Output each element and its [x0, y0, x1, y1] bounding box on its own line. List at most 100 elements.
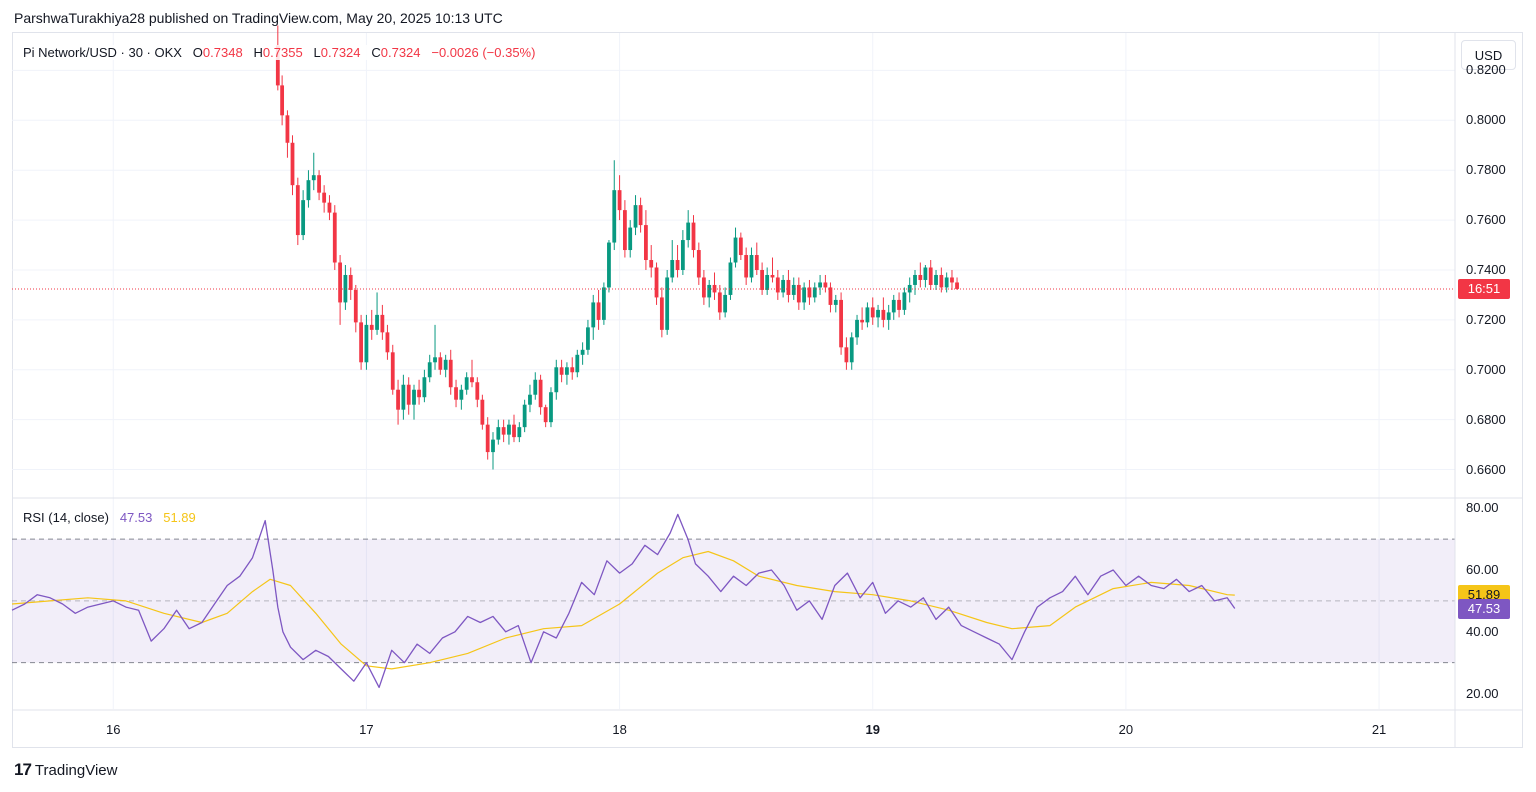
candle-body	[275, 45, 280, 86]
candle-body	[723, 294, 728, 313]
candle-body	[533, 379, 538, 395]
rsi-lines-layer	[11, 513, 1236, 689]
price-tick-label: 0.7600	[1466, 212, 1506, 228]
candle-body	[876, 309, 880, 318]
candle-body	[955, 282, 959, 289]
candle-body	[628, 227, 633, 251]
price-tick-label: 0.8000	[1466, 112, 1506, 128]
candle-body	[375, 314, 379, 330]
tradingview-logo[interactable]: 17 TradingView	[14, 760, 117, 780]
candle-body	[412, 389, 416, 405]
candle-body	[686, 222, 691, 241]
candle-body	[818, 282, 822, 288]
candle-body	[665, 277, 670, 330]
candle-body	[422, 377, 427, 398]
candle-body	[870, 307, 875, 318]
candle-body	[485, 424, 490, 453]
chart-frame[interactable]	[12, 32, 1523, 748]
candle-body	[612, 190, 617, 243]
rsi-label: RSI (14, close)	[23, 510, 109, 525]
candle-body	[849, 337, 854, 363]
candle-body	[770, 274, 775, 278]
candle-body	[475, 382, 480, 400]
candle-body	[311, 175, 316, 181]
candle-body	[554, 367, 559, 393]
rsi-tick-label: 20.00	[1466, 685, 1499, 701]
candle-body	[775, 277, 780, 293]
rsi-legend: RSI (14, close) 47.53 51.89	[23, 510, 196, 525]
rsi-series-line	[11, 513, 1236, 689]
rsi-value: 47.53	[119, 510, 153, 525]
candle-body	[417, 389, 421, 398]
candle-body	[934, 274, 938, 285]
candle-body	[290, 142, 295, 186]
candle-body	[501, 427, 506, 435]
candle-body	[327, 202, 332, 213]
candle-body	[338, 262, 342, 303]
candle-body	[939, 274, 944, 288]
candle-body	[670, 260, 675, 278]
candle-body	[701, 277, 706, 298]
candle-body	[913, 274, 917, 285]
candle-body	[633, 205, 638, 228]
currency-button[interactable]: USD	[1461, 40, 1516, 70]
candle-body	[923, 267, 928, 280]
candle-body	[433, 357, 437, 363]
candle-body	[528, 394, 532, 405]
candle-body	[549, 392, 553, 423]
candle-body	[886, 312, 891, 320]
candle-body	[507, 424, 511, 435]
candle-body	[364, 324, 369, 363]
candle-body	[348, 274, 353, 290]
candle-body	[707, 284, 712, 298]
candle-body	[950, 277, 954, 283]
current-price-badge: 16:51	[1458, 278, 1510, 299]
candle-body	[301, 200, 306, 236]
candle-body	[385, 332, 390, 353]
candle-body	[586, 327, 590, 350]
candle-body	[680, 240, 685, 270]
candle-body	[580, 349, 585, 355]
candle-body	[401, 384, 406, 410]
candle-body	[522, 404, 527, 428]
candle-body	[644, 225, 648, 261]
candle-body	[322, 192, 327, 203]
candle-body	[791, 284, 796, 295]
time-tick-label: 17	[359, 722, 374, 737]
candle-body	[844, 347, 849, 363]
candle-body	[717, 292, 722, 313]
candle-body	[280, 85, 285, 116]
candle-body	[332, 212, 337, 263]
candle-body	[390, 352, 395, 390]
candle-body	[380, 314, 385, 333]
rsi-tick-label: 40.00	[1466, 623, 1499, 639]
candle-body	[754, 255, 759, 270]
tradingview-logo-text: TradingView	[34, 761, 118, 779]
candle-body	[812, 287, 817, 298]
open-label: O	[192, 45, 203, 60]
candle-body	[496, 427, 501, 440]
candle-body	[427, 362, 432, 378]
candle-body	[760, 269, 765, 290]
candle-body	[470, 377, 474, 383]
candle-body	[512, 424, 516, 438]
candle-body	[443, 359, 448, 370]
candle-body	[675, 260, 680, 270]
candle-body	[617, 190, 622, 211]
candle-body	[607, 242, 611, 288]
candle-body	[891, 299, 896, 313]
symbol-legend: Pi Network/USD · 30 · OKX O0.7348 H0.735…	[23, 45, 536, 60]
rsi-ma-value: 51.89	[163, 510, 196, 525]
candle-body	[538, 379, 543, 408]
symbol-name: Pi Network/USD · 30 · OKX	[23, 45, 182, 60]
candle-body	[448, 359, 453, 388]
candle-body	[359, 322, 364, 363]
candle-body	[802, 287, 807, 303]
time-tick-label: 18	[612, 722, 627, 737]
low-label: L	[313, 45, 321, 60]
candle-body	[796, 284, 801, 303]
price-tick-label: 0.6800	[1466, 411, 1506, 427]
price-tick-label: 0.6600	[1466, 461, 1506, 477]
candle-body	[691, 222, 696, 251]
